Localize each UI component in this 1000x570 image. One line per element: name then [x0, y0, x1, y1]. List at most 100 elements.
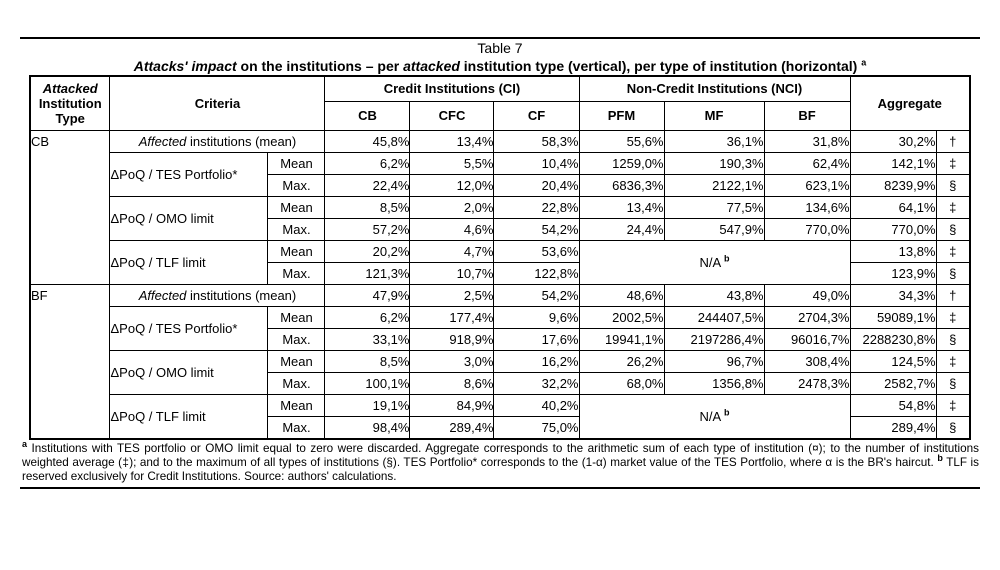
value-cell: 22,8%	[493, 195, 580, 219]
affected-rest: institutions (mean)	[186, 133, 297, 149]
stat-label: Mean	[267, 151, 326, 175]
value-cell: 6836,3%	[578, 173, 665, 197]
value-cell: 2478,3%	[763, 371, 851, 395]
value-cell: 47,9%	[324, 283, 411, 307]
value-cell: 26,2%	[578, 349, 665, 373]
table-row: ΔPoQ / TLF limit Mean 20,2% 4,7% 53,6% N…	[30, 239, 971, 285]
value-cell: 84,9%	[409, 393, 495, 417]
aggregate-cell: 8239,9%	[849, 173, 937, 197]
aggregate-cell: 59089,1%	[849, 305, 937, 329]
value-cell: 1356,8%	[663, 371, 765, 395]
table-row: Max. 22,4% 12,0% 20,4% 6836,3% 2122,1% 6…	[30, 173, 971, 197]
na-footnote-marker: b	[724, 253, 730, 264]
value-cell: 45,8%	[324, 129, 411, 153]
col-header-cfc: CFC	[409, 100, 495, 131]
col-header-cb: CB	[324, 100, 411, 131]
stat-label: Mean	[267, 195, 326, 219]
aggregate-cell: 2288230,8%	[849, 327, 937, 351]
title-italic-2: attacked	[403, 58, 460, 74]
value-cell: 547,9%	[663, 217, 765, 241]
value-cell: 2,5%	[409, 283, 495, 307]
table-row: ΔPoQ / TES Portfolio* Mean 6,2% 5,5% 10,…	[30, 151, 971, 197]
na-cell: N/A b	[578, 393, 851, 439]
value-cell: 770,0%	[763, 217, 851, 241]
stat-label: Max.	[267, 173, 326, 197]
value-cell: 100,1%	[324, 371, 411, 395]
value-cell: 77,5%	[663, 195, 765, 219]
value-cell: 12,0%	[409, 173, 495, 197]
value-cell: 19,1%	[324, 393, 411, 417]
marker-cell: †	[935, 129, 971, 153]
footnote-marker-a: a	[22, 438, 28, 449]
value-cell: 289,4%	[409, 415, 495, 439]
value-cell: 20,4%	[493, 173, 580, 197]
table-row: Max. 121,3% 10,7% 122,8% 123,9% §	[30, 261, 971, 285]
value-cell: 36,1%	[663, 129, 765, 153]
col-header-mf: MF	[663, 100, 765, 131]
value-cell: 918,9%	[409, 327, 495, 351]
marker-cell: ‡	[935, 305, 971, 329]
value-cell: 54,2%	[493, 283, 580, 307]
value-cell: 2002,5%	[578, 305, 665, 329]
na-cell: N/A b	[578, 239, 851, 285]
aggregate-cell: 2582,7%	[849, 371, 937, 395]
na-label: N/A	[699, 408, 721, 424]
value-cell: 33,1%	[324, 327, 411, 351]
group-header-ci: Credit Institutions (CI)	[324, 75, 580, 102]
stat-label: Max.	[267, 371, 326, 395]
value-cell: 2704,3%	[763, 305, 851, 329]
aggregate-cell: 13,8%	[849, 239, 937, 263]
marker-cell: §	[935, 371, 971, 395]
footnote-text-a: Institutions with TES portfolio or OMO l…	[22, 441, 979, 469]
col-header-criteria: Criteria	[109, 75, 326, 131]
value-cell: 16,2%	[493, 349, 580, 373]
marker-cell: ‡	[935, 151, 971, 175]
value-cell: 6,2%	[324, 151, 411, 175]
marker-cell: ‡	[935, 239, 971, 263]
stat-label: Max.	[267, 217, 326, 241]
value-cell: 4,6%	[409, 217, 495, 241]
marker-cell: §	[935, 327, 971, 351]
value-cell: 308,4%	[763, 349, 851, 373]
value-cell: 2,0%	[409, 195, 495, 219]
marker-cell: ‡	[935, 349, 971, 373]
value-cell: 244407,5%	[663, 305, 765, 329]
value-cell: 122,8%	[493, 261, 580, 285]
title-text-1: on the institutions – per	[236, 58, 404, 74]
footnote-marker-b: b	[937, 452, 943, 463]
value-cell: 13,4%	[578, 195, 665, 219]
value-cell: 32,2%	[493, 371, 580, 395]
value-cell: 40,2%	[493, 393, 580, 417]
value-cell: 96016,7%	[763, 327, 851, 351]
value-cell: 31,8%	[763, 129, 851, 153]
marker-cell: §	[935, 415, 971, 439]
table-footnote: a Institutions with TES portfolio or OMO…	[20, 438, 980, 489]
stat-label: Mean	[267, 305, 326, 329]
value-cell: 43,8%	[663, 283, 765, 307]
criteria-label: ΔPoQ / OMO limit	[109, 195, 269, 241]
criteria-label: Affected institutions (mean)	[109, 129, 326, 153]
aggregate-cell: 64,1%	[849, 195, 937, 219]
value-cell: 177,4%	[409, 305, 495, 329]
attacked-type-label: CB	[29, 129, 111, 285]
criteria-label: Affected institutions (mean)	[109, 283, 326, 307]
attacked-type-label: BF	[29, 283, 111, 439]
value-cell: 3,0%	[409, 349, 495, 373]
attacked-line: Attacked	[42, 80, 98, 96]
col-header-pfm: PFM	[578, 100, 665, 131]
value-cell: 121,3%	[324, 261, 411, 285]
attacked-line: Institution	[38, 95, 102, 111]
value-cell: 2197286,4%	[663, 327, 765, 351]
value-cell: 48,6%	[578, 283, 665, 307]
value-cell: 6,2%	[324, 305, 411, 329]
affected-italic: Affected	[138, 287, 187, 303]
value-cell: 1259,0%	[578, 151, 665, 175]
value-cell: 62,4%	[763, 151, 851, 175]
marker-cell: §	[935, 217, 971, 241]
aggregate-cell: 123,9%	[849, 261, 937, 285]
marker-cell: §	[935, 261, 971, 285]
table-row: Max. 98,4% 289,4% 75,0% 289,4% §	[30, 415, 971, 439]
value-cell: 57,2%	[324, 217, 411, 241]
value-cell: 623,1%	[763, 173, 851, 197]
title-text-2: institution type (vertical), per type of…	[459, 58, 862, 74]
